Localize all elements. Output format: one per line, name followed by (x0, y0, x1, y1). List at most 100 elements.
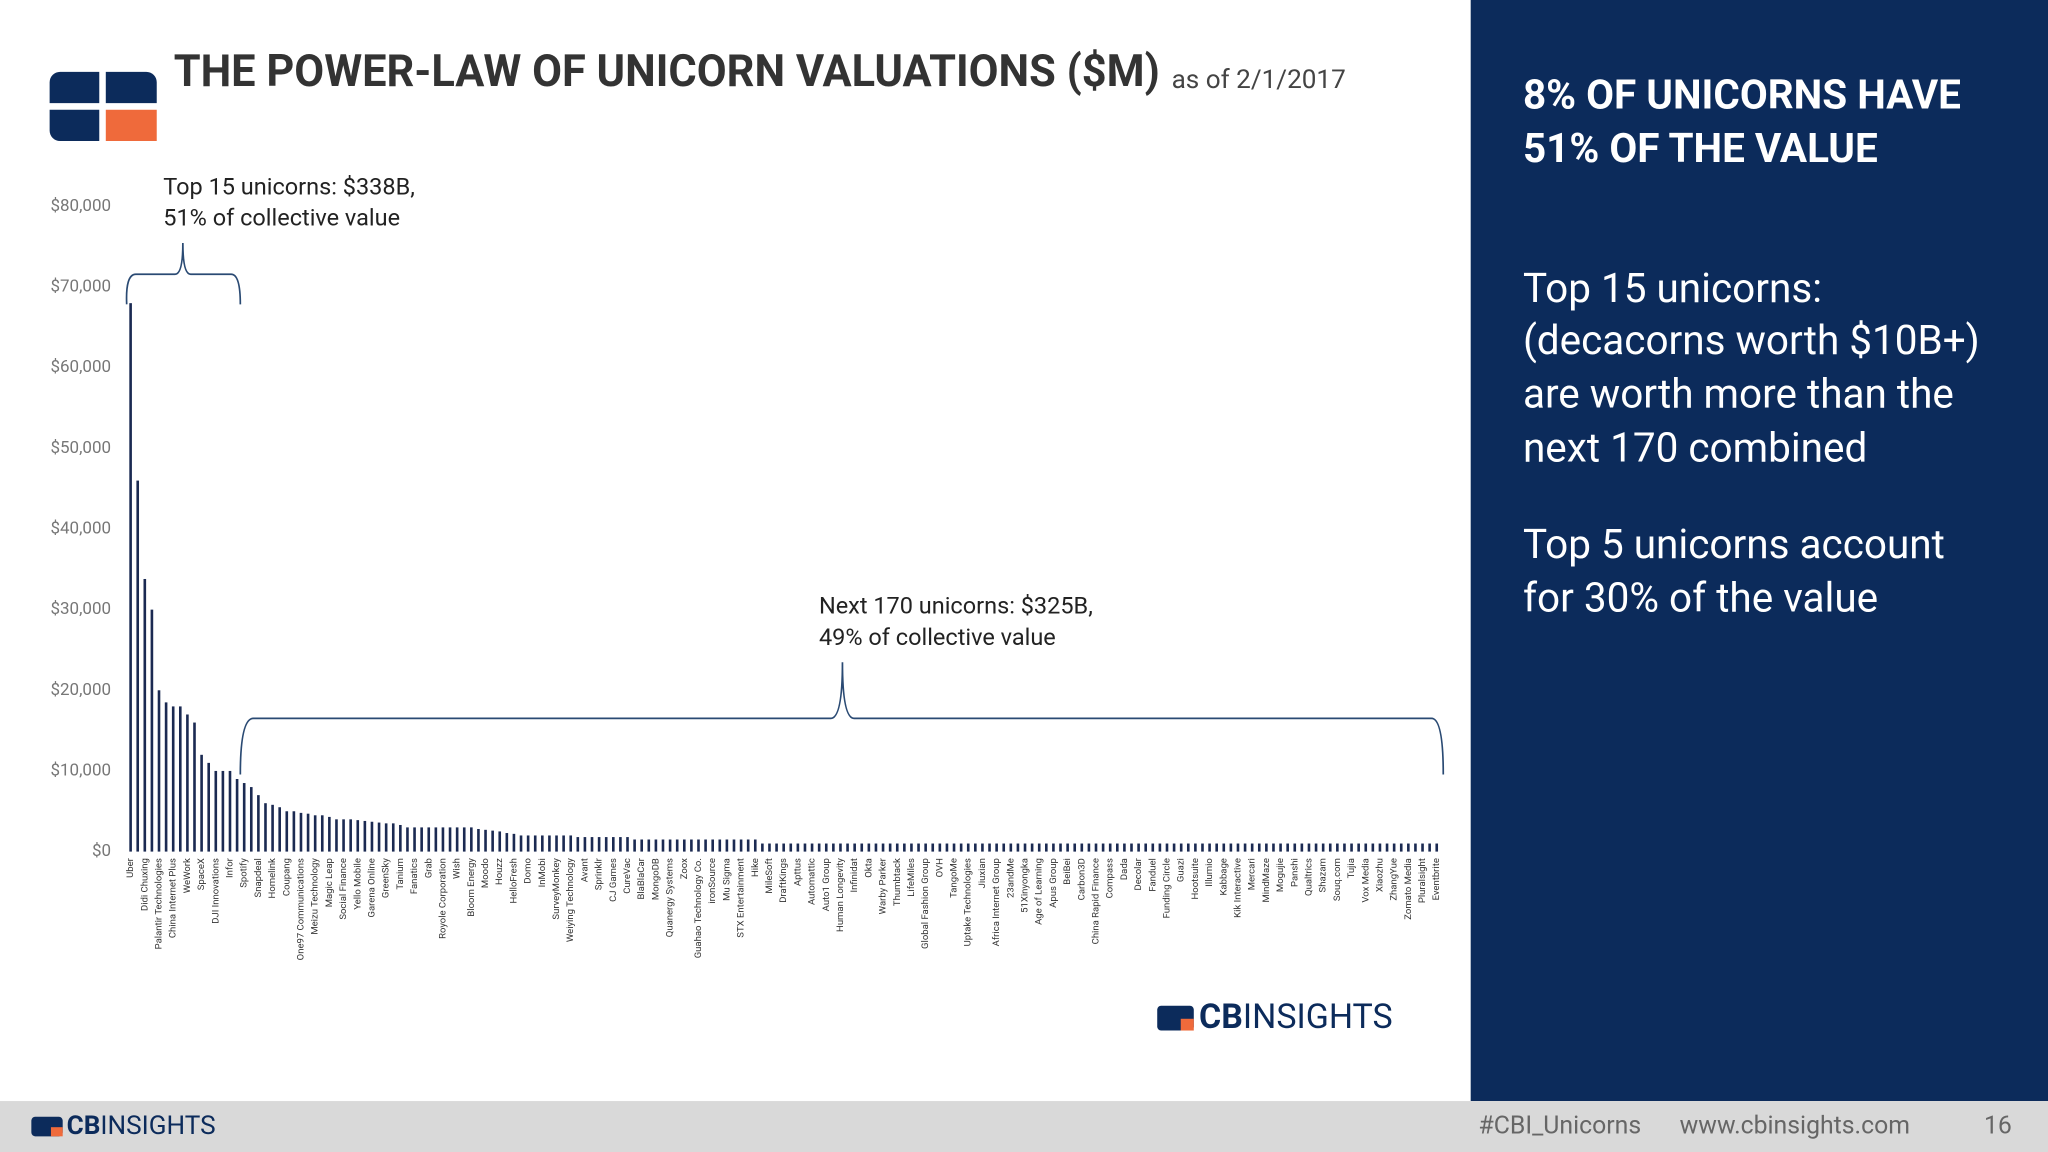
chart-subtitle: as of 2/1/2017 (1172, 65, 1346, 95)
x-tick-label: Infor (225, 857, 236, 878)
x-tick-label: DraftKings (778, 858, 789, 903)
bar (171, 706, 175, 852)
x-tick-label: Social Finance (338, 858, 349, 920)
bar (1158, 843, 1162, 852)
x-tick-label: HelloFresh (508, 858, 519, 903)
x-tick-label: Thumbtack (892, 858, 903, 906)
x-tick-label: LifeMiles (906, 858, 917, 897)
bar (981, 843, 984, 852)
bar (427, 827, 431, 852)
bar (526, 835, 530, 852)
bar (1172, 843, 1176, 852)
x-tick-label: Jiuxian (977, 858, 988, 888)
footer-hashtag: #CBI_Unicorns (1479, 1112, 1642, 1141)
x-tick-label: ironSource (707, 858, 718, 904)
x-tick-label: Guahao Technology Co. (693, 858, 704, 958)
bar (597, 837, 601, 852)
bar (732, 839, 736, 852)
x-tick-label: Eventbrite (1431, 858, 1442, 900)
x-tick-label: Compass (1105, 858, 1116, 898)
bracket (239, 662, 1445, 775)
x-tick-label: Africa Internet Group (991, 858, 1002, 946)
bar (477, 829, 480, 852)
x-tick-label: China Rapid Finance (1091, 858, 1102, 944)
bar (1399, 843, 1403, 852)
bar (264, 803, 267, 852)
bar (157, 690, 161, 852)
bar (1343, 843, 1346, 852)
side-heading: 51% OF THE VALUE (1523, 124, 1878, 172)
bar (1279, 843, 1282, 852)
x-tick-label: Tanium (395, 858, 406, 890)
bar (228, 770, 232, 852)
x-tick-label: Xiaozhu (1374, 858, 1385, 892)
bar (903, 843, 906, 852)
bar (285, 811, 289, 852)
bar (938, 843, 942, 852)
bar (1300, 843, 1304, 852)
bar (1073, 843, 1077, 852)
bar (824, 843, 828, 852)
x-tick-label: Fanatics (409, 858, 420, 894)
bar (704, 839, 707, 852)
bar (1052, 843, 1055, 852)
bar (1350, 843, 1353, 852)
bar (640, 839, 644, 852)
bar (1151, 843, 1155, 852)
x-tick-label: Warby Parker (878, 857, 889, 914)
x-tick-label: Apus Group (1048, 858, 1059, 908)
bar (761, 843, 764, 852)
bar (1215, 843, 1218, 852)
brand-text: CBINSIGHTS (1199, 998, 1393, 1037)
chart-title: THE POWER-LAW OF UNICORN VALUATIONS ($M) (174, 45, 1160, 97)
bar (356, 820, 360, 852)
x-tick-label: Carbon3D (1076, 858, 1087, 900)
bar (690, 839, 693, 852)
bar (328, 816, 331, 852)
bar (278, 807, 281, 852)
bar (796, 843, 800, 852)
bar (320, 815, 324, 852)
bar (1087, 843, 1091, 852)
bar (1272, 843, 1275, 852)
bar (654, 839, 658, 852)
x-tick-label: Infinidat (849, 858, 860, 892)
bar (434, 827, 438, 852)
x-tick-label: Spotify (239, 858, 250, 888)
bar (1037, 843, 1041, 852)
bar (668, 839, 672, 852)
bar (846, 843, 849, 852)
bar (235, 779, 239, 852)
y-tick-label: $80,000 (50, 196, 111, 216)
bar (1428, 843, 1431, 852)
footer-logo: CBINSIGHTS (31, 1111, 216, 1141)
x-tick-label: Souq.com (1332, 858, 1343, 901)
bar (1016, 843, 1020, 852)
bar (917, 843, 920, 852)
x-tick-label: Zomato Media (1403, 858, 1414, 920)
side-panel (1470, 0, 2048, 1102)
bar (881, 843, 885, 852)
annotation: 49% of collective value (819, 623, 1056, 651)
bar (214, 770, 218, 852)
bar (1250, 843, 1254, 852)
bar (1371, 843, 1375, 852)
bar (1045, 843, 1048, 852)
bar (491, 830, 494, 852)
bar (910, 843, 913, 852)
bar (363, 820, 367, 852)
x-tick-label: Illumio (1204, 858, 1215, 887)
x-tick-label: One97 Communications (295, 858, 306, 960)
x-tick-label: Human Longevity (835, 858, 846, 932)
x-tick-label: Uptake Technologies (963, 858, 974, 946)
bar (1208, 843, 1211, 852)
x-tick-label: Mercari (1247, 858, 1258, 890)
bar (533, 835, 537, 852)
y-tick-label: $70,000 (50, 277, 111, 297)
x-tick-label: Sprinklr (594, 857, 605, 890)
bar (1257, 843, 1261, 852)
x-tick-label: WeWork (182, 858, 193, 893)
bar (1009, 843, 1013, 852)
y-tick-label: $20,000 (50, 680, 111, 700)
bar (1243, 843, 1247, 852)
